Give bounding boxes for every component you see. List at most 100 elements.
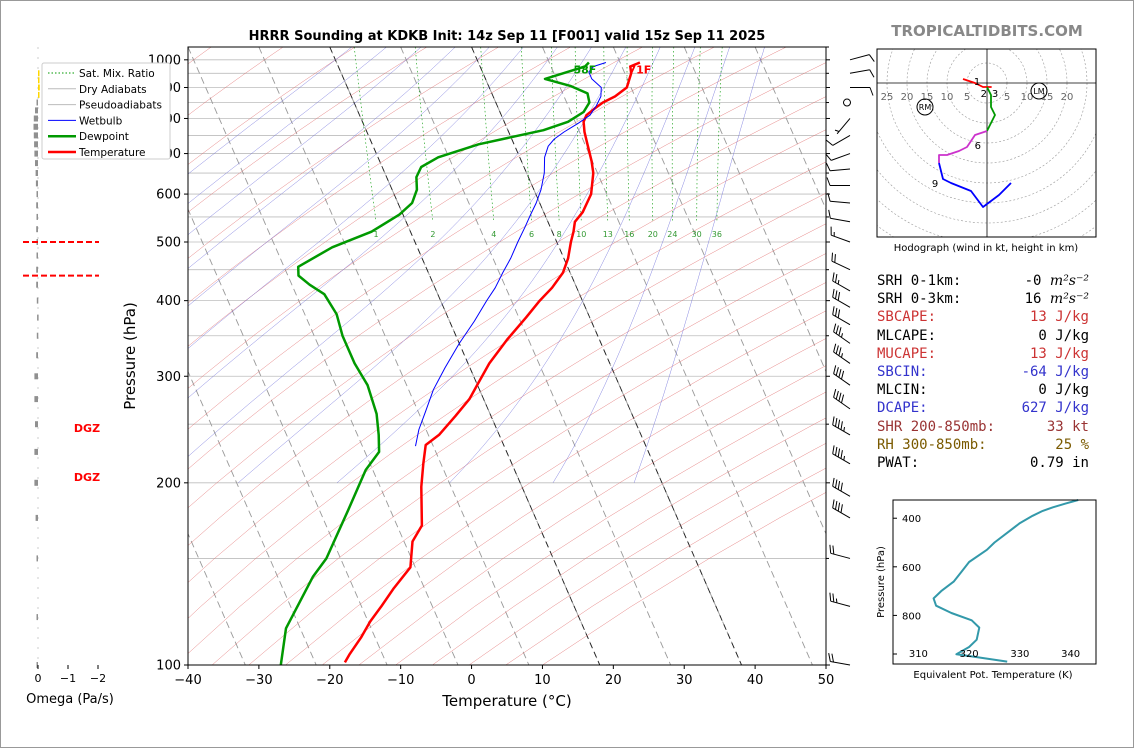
hodograph-height-label: 1 — [974, 77, 980, 88]
wind-barb-staff — [832, 280, 851, 292]
theta-e-y-tick-label: 400 — [902, 514, 921, 525]
omega-bar — [35, 107, 38, 114]
wind-barb-flag — [838, 392, 842, 402]
omega-bar — [35, 160, 38, 167]
mixing-ratio-line — [354, 47, 377, 222]
omega-bar — [37, 314, 39, 321]
hodograph-ring-label: 5 — [964, 92, 970, 103]
parameter-unit: m²s⁻² — [1049, 291, 1089, 308]
isotherm-line — [188, 532, 246, 665]
thermodynamic-background: 1 2 4 6 8 10 13 16 20 24 30 36 — [188, 47, 826, 665]
wind-barb-flag — [833, 365, 837, 374]
theta-e-trace — [932, 499, 1079, 663]
hodograph-height-label: 6 — [975, 141, 981, 152]
wind-barb-staff — [830, 200, 851, 204]
wind-barb-staff — [832, 424, 851, 436]
wind-barb-flag — [837, 481, 841, 490]
wind-barb-staff — [832, 507, 851, 519]
skewt-x-axis-label: Temperature (°C) — [441, 692, 571, 710]
wind-barb-flag — [837, 419, 841, 429]
parameter-value-number: 25 % — [1055, 436, 1089, 453]
wind-barb-flag — [835, 501, 838, 510]
parameter-value: -0 m²s⁻² — [1025, 272, 1089, 290]
parameter-label: SRH 0-1km: — [877, 273, 962, 289]
wind-barb-half-flag — [841, 333, 843, 338]
hodograph-ring-label: 20 — [1061, 92, 1074, 103]
site-branding: TROPICALTIDBITS.COM — [891, 22, 1083, 40]
parameter-row: SRH 0-1km: -0 m²s⁻² — [877, 272, 1089, 290]
hodograph-ring-label: 25 — [881, 92, 894, 103]
wind-barb-flag — [869, 87, 874, 96]
omega-x-axis-label: Omega (Pa/s) — [26, 692, 114, 707]
pseudoadiabat — [188, 47, 387, 204]
parameter-label: SBCIN: — [877, 363, 928, 380]
parameter-row: SBCIN: -64 J/kg — [877, 363, 1089, 381]
wind-barb-flag — [840, 450, 843, 459]
isotherm-line — [542, 47, 813, 665]
omega-bar — [36, 281, 38, 288]
mixing-ratio-line — [574, 47, 582, 222]
wind-barb-flag — [831, 653, 834, 663]
wind-barb-flag — [833, 323, 837, 333]
parameter-value-number: -64 J/kg — [1021, 363, 1089, 380]
omega-bar — [36, 252, 38, 259]
legend-label: Pseudoadiabats — [79, 100, 162, 112]
wind-barb-flag — [835, 418, 838, 427]
wind-barb-flag — [835, 479, 838, 488]
wind-barb-flag — [835, 367, 839, 376]
parameter-value: 25 % — [1055, 436, 1089, 454]
pseudoadiabat — [188, 47, 490, 307]
wind-barb-flag — [832, 416, 835, 425]
wind-barb-staff — [832, 453, 851, 465]
wind-barb-staff — [849, 54, 870, 61]
pseudoadiabat — [188, 47, 524, 349]
wind-barb-flag — [832, 593, 835, 603]
isotherm-line — [188, 370, 317, 665]
wind-barb-staff — [831, 234, 851, 243]
hodograph-caption: Hodograph (wind in kt, height in km) — [894, 243, 1079, 254]
wind-barb-flag — [825, 139, 834, 146]
dry-adiabat — [188, 47, 428, 213]
legend-label: Dewpoint — [79, 131, 129, 143]
dgz-top-label: DGZ — [74, 422, 100, 435]
omega-x-tick-label: 0 — [35, 672, 42, 685]
hodograph-ring-label: 15 — [1041, 92, 1054, 103]
parameter-value-number: 0.79 in — [1029, 454, 1089, 471]
wind-barb-flag — [868, 54, 875, 62]
wind-barb-flag — [834, 254, 836, 263]
mixing-ratio-label: 10 — [576, 230, 586, 239]
wind-barb-flag — [832, 545, 835, 555]
pseudoadiabat — [449, 47, 696, 483]
pseudoadiabat — [188, 47, 456, 269]
wind-barb-flag — [832, 272, 835, 282]
wind-barb-flag — [837, 309, 841, 318]
parameter-value: 0.79 in — [1030, 454, 1089, 472]
wind-barb-flag — [835, 390, 839, 400]
y-tick-label: 600 — [156, 188, 181, 203]
wind-barb-staff — [830, 168, 851, 172]
wind-barb-flag — [835, 446, 838, 456]
wind-barb-staff — [832, 296, 851, 308]
theta-e-x-tick-label: 330 — [1010, 649, 1029, 660]
wind-barb-flag — [833, 343, 837, 353]
omega-bar — [38, 70, 40, 77]
theta-e-x-tick-label: 340 — [1061, 649, 1080, 660]
wind-barb-staff — [833, 331, 851, 344]
parameter-row: SHR 200-850mb: 33 kt — [877, 418, 1089, 436]
parameter-value: 13 J/kg — [1030, 308, 1089, 326]
parameter-row: SRH 0-3km: 16 m²s⁻² — [877, 290, 1089, 308]
omega-panel: 0 −1 −2 — [23, 47, 106, 685]
wind-barb-staff — [830, 217, 851, 223]
y-tick-label: 200 — [156, 476, 181, 491]
wind-barb-flag — [840, 504, 843, 513]
omega-bar — [35, 514, 38, 521]
mixing-ratio-label: 6 — [529, 230, 534, 239]
parameter-label: MLCAPE: — [877, 327, 937, 344]
wind-barb-flag — [832, 445, 835, 454]
parameter-value: -64 J/kg — [1022, 363, 1089, 381]
wind-barb-flag — [835, 345, 839, 354]
wind-barb-half-flag — [841, 353, 843, 358]
x-tick-label: 40 — [747, 673, 764, 688]
omega-bar — [35, 170, 38, 176]
